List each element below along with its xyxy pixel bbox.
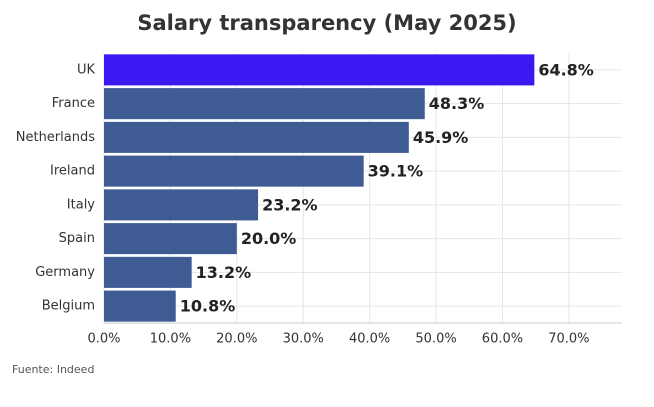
- chart-title: Salary transparency (May 2025): [137, 11, 516, 35]
- bar: [104, 88, 425, 120]
- y-tick-label: Netherlands: [16, 130, 95, 145]
- source: Fuente: Indeed: [12, 363, 94, 376]
- value-label: 23.2%: [262, 195, 318, 214]
- value-label: 10.8%: [180, 297, 236, 316]
- x-tick-label: 10.0%: [150, 332, 191, 347]
- bar: [104, 189, 259, 221]
- bar: [104, 121, 409, 153]
- y-tick-label: Italy: [67, 197, 96, 212]
- y-tick-label: Spain: [59, 231, 95, 246]
- y-tick-label: France: [52, 96, 95, 111]
- x-tick-label: 50.0%: [415, 332, 456, 347]
- bar: [104, 290, 176, 322]
- y-tick-label: Germany: [35, 265, 95, 280]
- bar: [104, 256, 192, 288]
- bar: [104, 223, 237, 255]
- value-label: 64.8%: [538, 60, 594, 79]
- value-label: 39.1%: [368, 162, 424, 181]
- value-label: 13.2%: [196, 263, 252, 282]
- x-tick-label: 60.0%: [482, 332, 523, 347]
- x-tick-label: 0.0%: [87, 332, 120, 347]
- y-tick-label: Belgium: [42, 299, 95, 314]
- x-tick-label: 30.0%: [283, 332, 324, 347]
- value-label: 45.9%: [413, 128, 469, 147]
- value-label: 48.3%: [429, 94, 485, 113]
- x-tick-label: 20.0%: [216, 332, 257, 347]
- y-tick-label: Ireland: [50, 164, 95, 179]
- x-tick-label: 40.0%: [349, 332, 390, 347]
- bar: [104, 54, 535, 86]
- bar: [104, 155, 364, 187]
- y-tick-label: UK: [77, 62, 96, 77]
- x-tick-label: 70.0%: [548, 332, 589, 347]
- value-label: 20.0%: [241, 229, 297, 248]
